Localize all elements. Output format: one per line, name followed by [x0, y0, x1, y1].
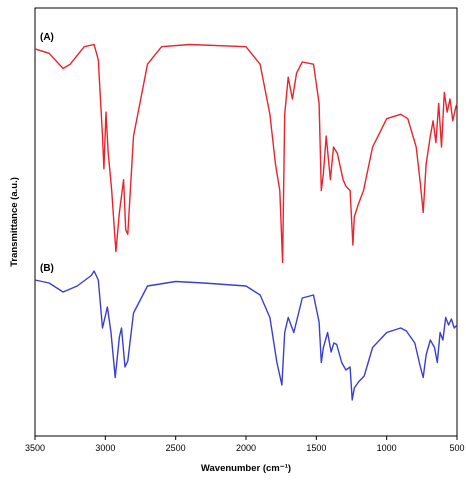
x-tick-label: 500	[449, 443, 464, 453]
x-tick-label: 2000	[236, 443, 256, 453]
x-axis-title: Wavenumber (cm⁻¹)	[201, 463, 291, 474]
series-a-line	[34, 43, 458, 264]
x-axis-ticks: 3500 3000 2500 2000 1500 1000 500	[25, 436, 465, 453]
x-tick-label: 1000	[377, 443, 397, 453]
panel-label-b: (B)	[40, 263, 54, 274]
series-b-line	[34, 270, 458, 401]
x-tick-label: 1500	[306, 443, 326, 453]
y-axis-title: Transmittance (a.u.)	[9, 177, 20, 267]
x-tick-label: 3500	[25, 443, 45, 453]
panel-label-a: (A)	[40, 32, 54, 43]
x-tick-label: 2500	[166, 443, 186, 453]
x-tick-label: 3000	[95, 443, 115, 453]
